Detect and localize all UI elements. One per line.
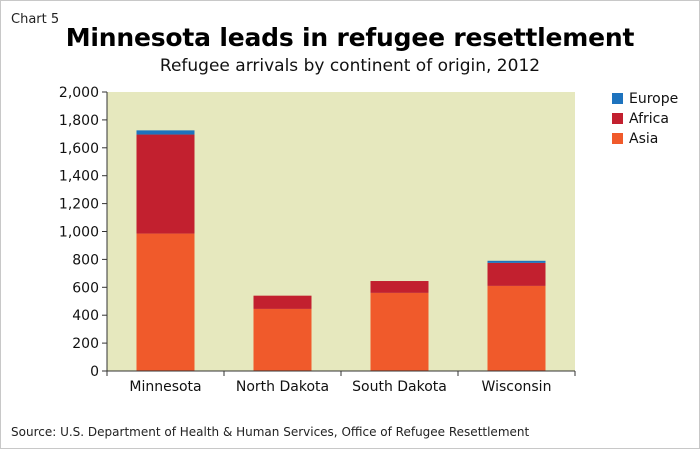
bar-africa-wisconsin (487, 262, 546, 286)
bar-asia-wisconsin (487, 285, 546, 371)
bar-group (136, 130, 546, 371)
y-tick-label: 1,000 (59, 225, 99, 241)
legend: Europe Africa Asia (612, 91, 678, 147)
y-tick-label: 1,600 (59, 141, 99, 157)
bar-asia-south-dakota (370, 292, 429, 371)
x-tick-label: Wisconsin (482, 379, 552, 395)
legend-label-europe: Europe (629, 91, 678, 107)
legend-swatch-africa (612, 113, 623, 124)
chart-subtitle: Refugee arrivals by continent of origin,… (159, 56, 541, 76)
y-tick-label: 1,400 (59, 169, 99, 185)
bar-africa-north-dakota (253, 295, 312, 309)
y-tick-label: 200 (72, 336, 99, 352)
y-tick-label: 800 (72, 252, 99, 268)
legend-swatch-asia (612, 133, 623, 144)
bar-asia-north-dakota (253, 308, 312, 371)
x-tick-label: Minnesota (129, 379, 201, 395)
y-tick-label: 400 (72, 308, 99, 324)
x-axis: Minnesota North Dakota South Dakota Wiscons… (106, 371, 576, 395)
legend-swatch-europe (612, 93, 623, 104)
legend-label-asia: Asia (629, 131, 658, 147)
source-note: Source: U.S. Department of Health & Huma… (11, 425, 530, 439)
y-axis: 0 200 400 600 800 1,000 1,200 1,400 1,600 1,800 2,… (59, 85, 107, 380)
chart-title: Minnesota leads in refugee resettlement (65, 23, 635, 52)
y-tick-label: 0 (90, 364, 99, 380)
legend-label-africa: Africa (629, 111, 669, 127)
bar-africa-minnesota (136, 134, 195, 234)
x-tick-label: South Dakota (352, 379, 447, 395)
bar-asia-minnesota (136, 233, 195, 371)
bar-europe-minnesota (136, 130, 195, 135)
y-tick-label: 1,800 (59, 113, 99, 129)
bar-europe-wisconsin (487, 260, 546, 263)
bar-africa-south-dakota (370, 281, 429, 293)
chart-number: Chart 5 (11, 12, 60, 27)
y-tick-label: 1,200 (59, 197, 99, 213)
y-tick-label: 600 (72, 280, 99, 296)
y-tick-label: 2,000 (59, 85, 99, 101)
x-tick-label: North Dakota (236, 379, 329, 395)
